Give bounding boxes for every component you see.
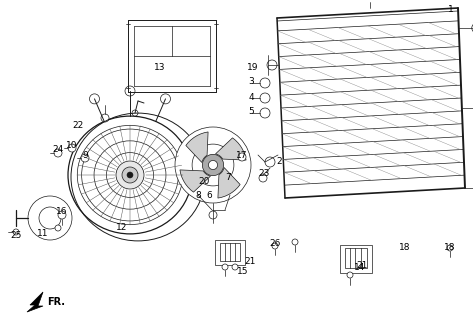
Text: 19: 19: [247, 63, 259, 73]
Circle shape: [58, 211, 66, 219]
Text: 12: 12: [116, 223, 128, 233]
Text: 2: 2: [276, 157, 282, 166]
Circle shape: [28, 196, 72, 240]
Text: 13: 13: [154, 62, 166, 71]
Text: 11: 11: [37, 228, 49, 237]
Text: 25: 25: [10, 230, 22, 239]
Text: 24: 24: [53, 146, 64, 155]
Circle shape: [260, 108, 270, 118]
Circle shape: [54, 149, 62, 157]
Text: 18: 18: [399, 244, 411, 252]
Text: 4: 4: [248, 92, 254, 101]
Circle shape: [232, 264, 238, 270]
Text: 10: 10: [66, 140, 78, 149]
Circle shape: [347, 272, 353, 278]
Circle shape: [55, 225, 61, 231]
Text: 6: 6: [206, 190, 212, 199]
Bar: [345, 248, 367, 268]
Circle shape: [238, 153, 246, 161]
Text: 21: 21: [245, 258, 256, 267]
Circle shape: [160, 94, 170, 104]
Text: 21: 21: [356, 260, 368, 269]
Circle shape: [447, 245, 453, 251]
Circle shape: [89, 94, 99, 104]
Text: 15: 15: [237, 268, 249, 276]
Text: 3: 3: [248, 77, 254, 86]
Circle shape: [39, 207, 61, 229]
Polygon shape: [218, 168, 240, 198]
Circle shape: [209, 211, 217, 219]
Text: 26: 26: [269, 239, 280, 249]
Circle shape: [68, 144, 76, 152]
Circle shape: [259, 174, 267, 182]
Text: 20: 20: [198, 178, 210, 187]
Polygon shape: [27, 292, 43, 312]
Text: 5: 5: [248, 108, 254, 116]
Polygon shape: [186, 132, 208, 163]
Text: 8: 8: [195, 190, 201, 199]
Polygon shape: [180, 170, 210, 192]
Circle shape: [116, 161, 144, 189]
Circle shape: [222, 264, 228, 270]
Ellipse shape: [68, 116, 192, 234]
Text: 7: 7: [225, 173, 231, 182]
Circle shape: [472, 23, 473, 33]
Circle shape: [260, 78, 270, 88]
Circle shape: [260, 93, 270, 103]
Bar: [340, 245, 372, 273]
Circle shape: [175, 127, 251, 203]
Text: 1: 1: [448, 5, 454, 14]
Circle shape: [292, 239, 298, 245]
Text: 14: 14: [354, 263, 366, 273]
Text: 18: 18: [444, 244, 456, 252]
Polygon shape: [216, 138, 246, 160]
Circle shape: [272, 243, 278, 249]
Circle shape: [265, 157, 275, 167]
Circle shape: [202, 154, 224, 176]
Circle shape: [192, 144, 234, 186]
Circle shape: [81, 154, 89, 162]
Text: 23: 23: [258, 169, 270, 178]
Bar: [215, 240, 245, 265]
Circle shape: [209, 160, 218, 170]
Circle shape: [267, 60, 277, 70]
Text: 16: 16: [56, 207, 68, 217]
Circle shape: [13, 229, 19, 235]
Circle shape: [127, 172, 133, 178]
Text: 17: 17: [236, 150, 248, 159]
Circle shape: [122, 167, 138, 183]
Text: 22: 22: [72, 121, 84, 130]
Circle shape: [101, 114, 109, 122]
Text: FR.: FR.: [47, 297, 65, 307]
Text: 9: 9: [82, 150, 88, 159]
Circle shape: [125, 86, 135, 96]
Circle shape: [132, 110, 138, 116]
Bar: [220, 243, 240, 261]
